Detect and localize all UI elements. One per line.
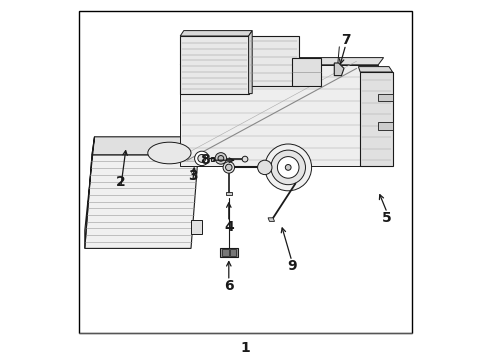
Polygon shape <box>220 248 238 257</box>
Polygon shape <box>180 65 378 166</box>
Polygon shape <box>226 192 232 195</box>
Polygon shape <box>248 31 252 94</box>
Polygon shape <box>191 220 202 234</box>
Circle shape <box>285 165 291 170</box>
Polygon shape <box>268 218 274 221</box>
Text: 9: 9 <box>287 260 296 273</box>
Polygon shape <box>360 72 392 166</box>
Polygon shape <box>230 249 236 256</box>
Polygon shape <box>221 249 229 256</box>
Circle shape <box>215 153 227 164</box>
Text: 2: 2 <box>116 175 125 189</box>
Polygon shape <box>334 63 344 76</box>
Polygon shape <box>292 58 320 86</box>
Circle shape <box>223 162 235 173</box>
Circle shape <box>225 164 232 171</box>
Circle shape <box>277 157 299 178</box>
Ellipse shape <box>148 142 191 164</box>
Text: 5: 5 <box>382 211 392 225</box>
Polygon shape <box>180 58 384 65</box>
Circle shape <box>218 156 224 161</box>
Bar <box>79 11 413 333</box>
Circle shape <box>265 144 312 191</box>
Polygon shape <box>378 122 392 130</box>
Polygon shape <box>358 67 392 72</box>
Polygon shape <box>180 31 252 36</box>
Polygon shape <box>211 157 214 161</box>
Circle shape <box>242 156 248 162</box>
Text: 7: 7 <box>341 33 351 46</box>
Text: 6: 6 <box>224 279 234 293</box>
Polygon shape <box>85 155 198 248</box>
Polygon shape <box>92 137 207 155</box>
Text: 4: 4 <box>224 220 234 234</box>
Polygon shape <box>85 137 95 248</box>
Circle shape <box>258 160 272 175</box>
Circle shape <box>195 151 209 166</box>
Polygon shape <box>378 94 392 101</box>
Text: 3: 3 <box>188 170 197 183</box>
Polygon shape <box>248 36 299 86</box>
Circle shape <box>198 154 206 162</box>
Text: 8: 8 <box>200 153 210 167</box>
Text: 1: 1 <box>240 342 250 355</box>
Polygon shape <box>180 36 248 94</box>
Circle shape <box>271 150 305 185</box>
